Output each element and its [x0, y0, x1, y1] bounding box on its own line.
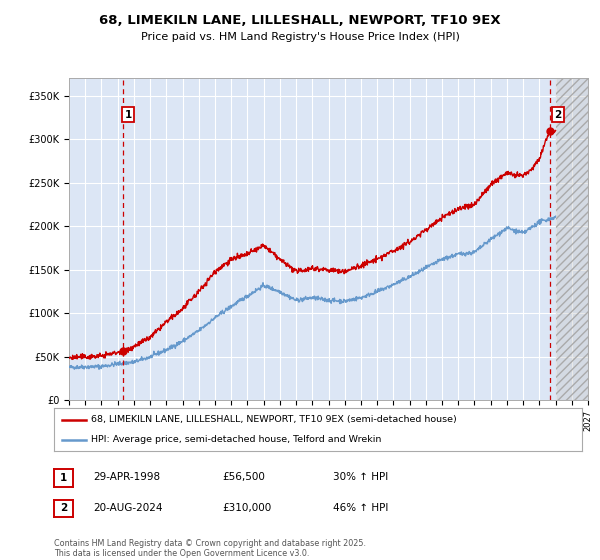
Text: HPI: Average price, semi-detached house, Telford and Wrekin: HPI: Average price, semi-detached house,…: [91, 435, 382, 444]
Text: £310,000: £310,000: [222, 503, 271, 513]
Text: 20-AUG-2024: 20-AUG-2024: [93, 503, 163, 513]
Text: 30% ↑ HPI: 30% ↑ HPI: [333, 472, 388, 482]
Text: 1: 1: [60, 473, 67, 483]
Text: 2: 2: [60, 503, 67, 514]
Text: 2: 2: [554, 110, 562, 120]
Bar: [556, 78, 588, 400]
Text: £56,500: £56,500: [222, 472, 265, 482]
Text: 68, LIMEKILN LANE, LILLESHALL, NEWPORT, TF10 9EX: 68, LIMEKILN LANE, LILLESHALL, NEWPORT, …: [99, 14, 501, 27]
Text: 1: 1: [125, 110, 132, 120]
Text: 29-APR-1998: 29-APR-1998: [93, 472, 160, 482]
Text: 46% ↑ HPI: 46% ↑ HPI: [333, 503, 388, 513]
Text: Contains HM Land Registry data © Crown copyright and database right 2025.
This d: Contains HM Land Registry data © Crown c…: [54, 539, 366, 558]
Text: Price paid vs. HM Land Registry's House Price Index (HPI): Price paid vs. HM Land Registry's House …: [140, 32, 460, 43]
Text: 68, LIMEKILN LANE, LILLESHALL, NEWPORT, TF10 9EX (semi-detached house): 68, LIMEKILN LANE, LILLESHALL, NEWPORT, …: [91, 416, 457, 424]
Bar: [556, 78, 588, 400]
